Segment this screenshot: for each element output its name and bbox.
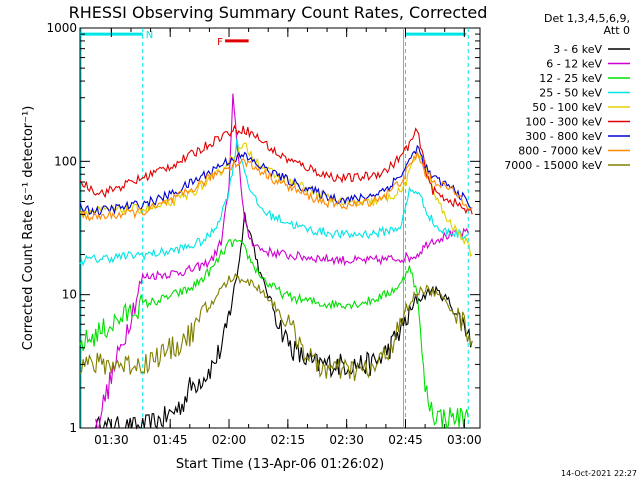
x-tick-label: 02:00 <box>212 433 247 447</box>
legend-label-0: 3 - 6 keV <box>553 43 602 56</box>
legend-label-8: 7000 - 15000 keV <box>504 159 602 172</box>
legend-label-5: 100 - 300 keV <box>525 116 602 129</box>
series-line-6 <box>79 144 473 217</box>
x-axis-label: Start Time (13-Apr-06 01:26:02) <box>176 457 384 472</box>
series-line-1 <box>95 93 469 429</box>
x-tick-label: 02:30 <box>329 433 364 447</box>
x-tick-label: 03:00 <box>447 433 482 447</box>
series-lines <box>79 93 473 430</box>
series-line-0 <box>95 212 473 430</box>
series-line-8 <box>79 272 473 382</box>
legend-label-1: 6 - 12 keV <box>546 58 602 71</box>
annotation-label-1: F <box>217 37 223 48</box>
annotation-label-0: N <box>146 30 153 41</box>
legend-label-4: 50 - 100 keV <box>532 101 602 114</box>
x-tick-label: 01:30 <box>94 433 129 447</box>
y-tick-label: 1000 <box>46 21 77 35</box>
legend-header-1: Att 0 <box>604 24 630 37</box>
x-tick-label: 02:15 <box>271 433 306 447</box>
series-line-4 <box>79 142 473 257</box>
legend-label-3: 25 - 50 keV <box>539 87 602 100</box>
annotations: NF <box>80 30 467 48</box>
y-tick-label: 1 <box>69 421 77 435</box>
chart-title: RHESSI Observing Summary Count Rates, Co… <box>69 3 488 22</box>
series-line-2 <box>79 238 469 430</box>
plot-frame <box>79 27 481 429</box>
timestamp: 14-Oct-2021 22:27 <box>561 469 637 478</box>
series-line-7 <box>79 151 473 222</box>
legend-label-7: 800 - 7000 keV <box>518 145 602 158</box>
legend-header-0: Det 1,3,4,5,6,9, <box>544 12 630 25</box>
legend-label-6: 300 - 800 keV <box>525 130 602 143</box>
y-tick-label: 100 <box>54 154 77 168</box>
series-line-5 <box>79 124 473 215</box>
y-tick-label: 10 <box>62 288 77 302</box>
x-axis: 01:30 01:45 02:00 02:15 02:30 02:45 03:00 <box>94 28 482 447</box>
series-line-3 <box>79 138 469 267</box>
y-axis-label: Corrected Count Rate (s⁻¹ detector⁻¹) <box>21 106 36 351</box>
night-lines <box>80 28 469 428</box>
legend-label-2: 12 - 25 keV <box>539 72 602 85</box>
x-tick-label: 02:45 <box>388 433 423 447</box>
y-axis: 1 10 100 1000 <box>46 21 480 435</box>
x-tick-label: 01:45 <box>153 433 188 447</box>
legend: Det 1,3,4,5,6,9,Att 03 - 6 keV 6 - 12 keV… <box>504 12 630 172</box>
